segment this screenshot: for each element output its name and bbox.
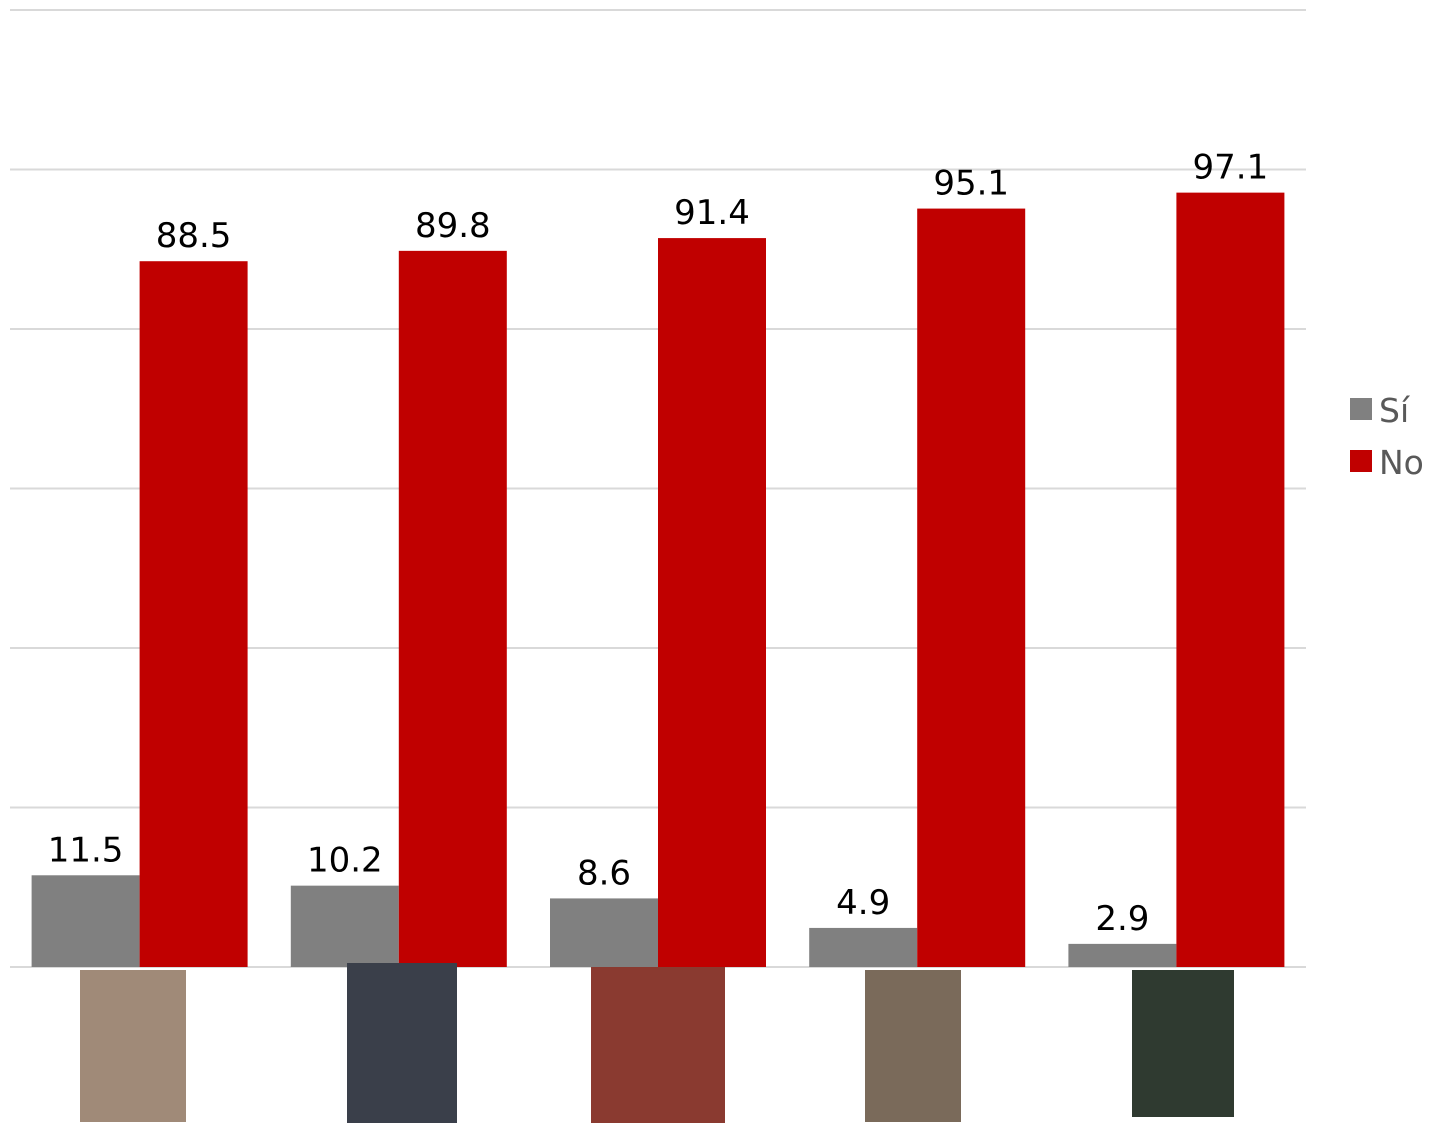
value-label: 97.1 <box>1193 148 1269 188</box>
value-label: 8.6 <box>577 853 631 893</box>
bars <box>31 192 1285 968</box>
bar <box>658 238 766 967</box>
legend-label: No <box>1379 443 1424 482</box>
bar <box>1176 192 1285 967</box>
value-label: 11.5 <box>48 830 124 870</box>
bar <box>1068 943 1177 967</box>
candidate-photo <box>347 963 457 1123</box>
legend-swatch <box>1350 398 1372 420</box>
bar <box>31 875 140 967</box>
value-label: 4.9 <box>836 883 890 923</box>
value-label: 10.2 <box>307 841 383 881</box>
value-label: 2.9 <box>1095 899 1149 939</box>
legend-label: Sí <box>1379 391 1411 430</box>
candidate-photo <box>1132 970 1234 1117</box>
bar <box>917 208 1026 967</box>
bar <box>398 250 507 968</box>
candidate-photo <box>591 967 725 1123</box>
bar <box>290 885 399 967</box>
value-label: 95.1 <box>933 164 1009 204</box>
candidate-photo <box>80 970 186 1122</box>
bar <box>809 927 918 967</box>
value-label: 89.8 <box>415 206 491 246</box>
value-label: 88.5 <box>156 216 232 256</box>
bar <box>550 898 658 967</box>
bar <box>139 261 248 967</box>
value-label: 91.4 <box>674 193 750 233</box>
candidate-photo <box>865 970 961 1122</box>
legend-swatch <box>1350 450 1372 472</box>
candidate-images <box>80 963 1234 1123</box>
